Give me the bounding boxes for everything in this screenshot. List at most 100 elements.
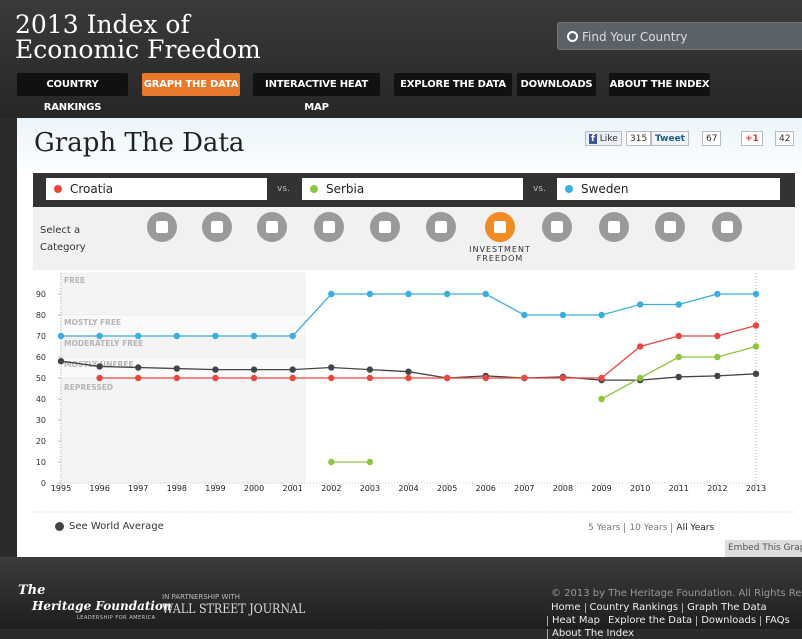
- data-point: [521, 374, 528, 382]
- data-point: [443, 290, 451, 298]
- nav-button[interactable]: ABOUT THE INDEX: [609, 73, 710, 96]
- logo-tag: LEADERSHIP FOR AMERICA: [77, 615, 156, 621]
- data-point: [752, 343, 760, 350]
- footer-link[interactable]: About The Index: [547, 629, 638, 639]
- data-point: [173, 332, 181, 340]
- category-icon[interactable]: [202, 212, 232, 242]
- data-point: [598, 395, 605, 403]
- data-point: [173, 374, 181, 382]
- x-tick-label: 2000: [244, 484, 264, 493]
- footer-link[interactable]: FAQs: [760, 616, 794, 626]
- select-label: Category: [40, 242, 86, 253]
- site-title: 2013 Index of: [15, 10, 190, 39]
- ranges: 5 Years 10 Years All Years: [584, 523, 718, 533]
- zone-band: [60, 272, 306, 316]
- data-point: [405, 368, 412, 375]
- copyright: © 2013 by The Heritage Foundation. All R…: [551, 588, 802, 599]
- range-option[interactable]: 10 Years: [624, 523, 671, 533]
- data-point: [559, 374, 567, 382]
- nav-button[interactable]: DOWNLOADS: [517, 73, 596, 96]
- x-tick-label: 2010: [630, 484, 650, 493]
- nav-button[interactable]: COUNTRY RANKINGS: [17, 73, 128, 113]
- plus-button[interactable]: +1: [741, 131, 763, 146]
- y-tick-label: 20: [36, 437, 46, 446]
- data-point: [212, 366, 219, 373]
- y-tick-label: 70: [36, 332, 46, 341]
- footer-link[interactable]: Heat Map: [547, 616, 604, 626]
- x-tick-label: 2013: [746, 484, 766, 493]
- nav-button[interactable]: GRAPH THE DATA: [142, 73, 240, 96]
- category-icon[interactable]: [314, 212, 344, 242]
- nav-button[interactable]: EXPLORE THE DATA: [394, 73, 512, 96]
- category-icon[interactable]: [257, 212, 287, 242]
- country-name: Serbia: [326, 182, 365, 196]
- y-tick-label: 30: [36, 416, 46, 425]
- y-tick-label: 40: [36, 395, 46, 404]
- header: 2013 Index of Economic Freedom Find Your…: [0, 0, 802, 118]
- range-option[interactable]: 5 Years: [588, 523, 621, 533]
- x-tick-label: 1998: [167, 484, 187, 493]
- country-select[interactable]: Croatia: [46, 178, 267, 200]
- data-point: [752, 370, 760, 377]
- vs-label: vs.: [533, 184, 546, 194]
- data-point: [212, 374, 219, 382]
- footer-link[interactable]: Country Rankings: [584, 603, 683, 613]
- data-point: [482, 374, 489, 382]
- footer-links: Home Country Rankings Graph The Data Heat M…: [547, 603, 802, 639]
- footer-link[interactable]: Downloads: [696, 616, 760, 626]
- x-tick-label: 1995: [51, 484, 71, 493]
- y-tick-label: 10: [36, 458, 46, 467]
- x-tick-label: 2009: [591, 484, 611, 493]
- footer-link[interactable]: Home: [551, 602, 581, 613]
- zone-band: [60, 377, 306, 484]
- data-point: [366, 366, 374, 373]
- x-tick-label: 2012: [707, 484, 727, 493]
- category-icon[interactable]: [712, 212, 742, 242]
- tweet-button[interactable]: Tweet: [651, 131, 689, 146]
- data-point: [173, 365, 181, 372]
- world-average-label[interactable]: See World Average: [69, 521, 164, 532]
- country-select[interactable]: Sweden: [557, 178, 780, 200]
- category-icon[interactable]: [542, 212, 572, 242]
- vs-label: vs.: [277, 184, 290, 194]
- x-tick-label: 2011: [669, 484, 689, 493]
- data-point: [57, 358, 65, 365]
- data-point: [598, 311, 605, 319]
- tweet-count: 67: [702, 131, 722, 146]
- like-text: Like: [599, 134, 618, 144]
- zone-label: REPRESSED: [64, 383, 113, 392]
- zone-label: MODERATELY FREE: [64, 339, 143, 348]
- panel-title: Graph The Data: [34, 128, 245, 158]
- color-dot: [54, 185, 62, 193]
- category-icon[interactable]: [147, 212, 177, 242]
- x-tick-label: 1997: [128, 484, 148, 493]
- data-point: [443, 374, 451, 382]
- range-option[interactable]: All Years: [671, 523, 718, 533]
- data-point: [135, 364, 142, 371]
- data-point: [366, 458, 374, 466]
- zone-label: FREE: [64, 276, 85, 285]
- data-point: [289, 374, 296, 382]
- category-icon[interactable]: [485, 212, 515, 242]
- category-icon[interactable]: [426, 212, 456, 242]
- embed-button[interactable]: Embed This Graph: [725, 540, 802, 557]
- category-icon[interactable]: [599, 212, 629, 242]
- logo-the: The: [18, 583, 46, 598]
- y-tick-label: 0: [41, 479, 46, 488]
- data-point: [328, 364, 335, 371]
- footer-link[interactable]: Graph The Data: [682, 603, 771, 613]
- category-icon[interactable]: [655, 212, 685, 242]
- x-tick-label: 2002: [321, 484, 341, 493]
- data-point: [675, 301, 682, 308]
- country-select[interactable]: Serbia: [302, 178, 523, 200]
- search-box[interactable]: Find Your Country: [557, 22, 802, 50]
- like-button[interactable]: f Like: [585, 131, 622, 146]
- footer-link[interactable]: Explore the Data: [608, 615, 693, 626]
- nav-button[interactable]: INTERACTIVE HEAT MAP: [253, 73, 380, 113]
- category-icon[interactable]: [370, 212, 400, 242]
- x-tick-label: 2007: [514, 484, 534, 493]
- logo-name: Heritage Foundation: [32, 599, 172, 613]
- world-average-toggle[interactable]: [55, 522, 64, 531]
- data-point: [250, 332, 258, 340]
